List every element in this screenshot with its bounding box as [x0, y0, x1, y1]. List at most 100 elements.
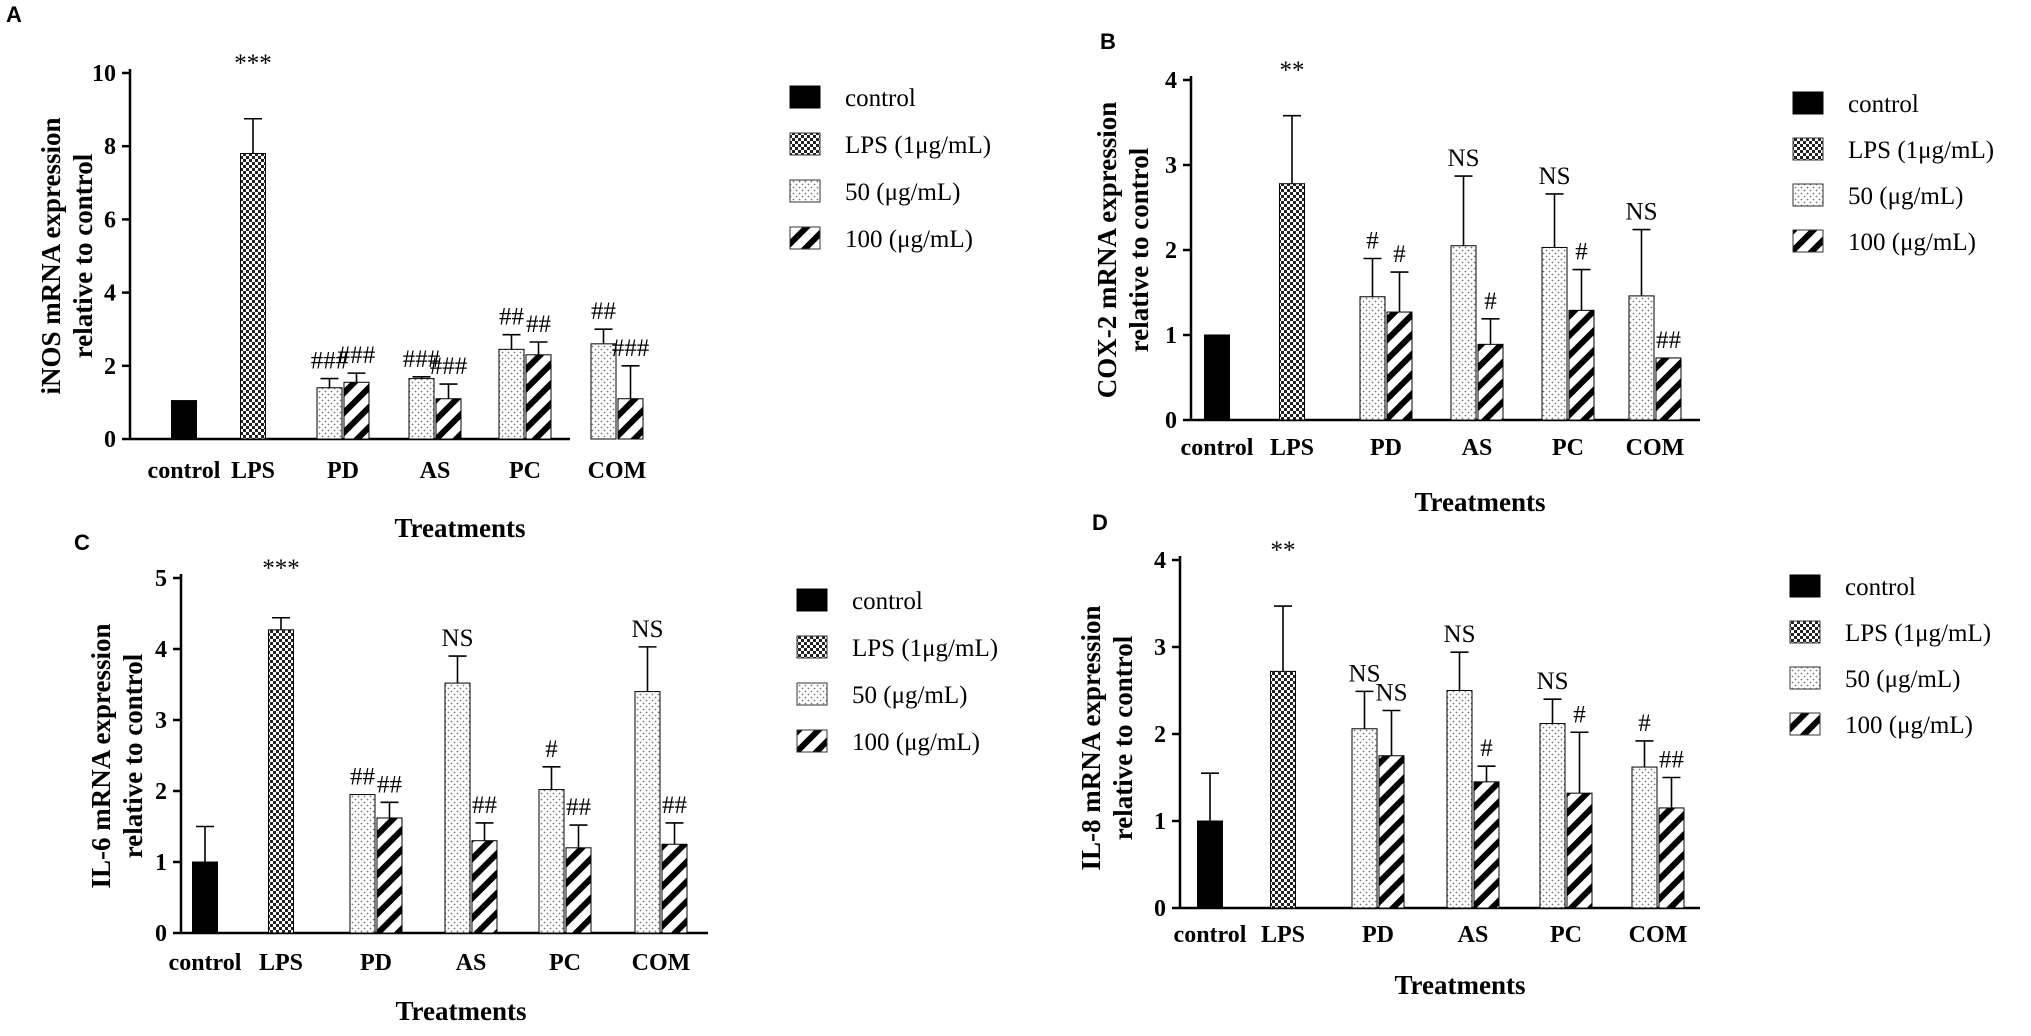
y-tick-label: 4 [155, 637, 167, 663]
category-label-pc: PC [509, 458, 541, 484]
significance-label: ## [662, 792, 688, 819]
legend-item-2: 50 (μg/mL) [796, 682, 967, 709]
bar-rect [1541, 246, 1568, 421]
bar-pc-50: # [538, 736, 565, 934]
y-axis-title-line2: relative to control [68, 153, 98, 358]
legend-item-0: control [1792, 91, 1919, 118]
bar-as-100: # [1473, 735, 1500, 909]
significance-label: ## [566, 794, 592, 821]
y-tick-label: 2 [1165, 238, 1177, 264]
y-tick-label: 0 [1154, 896, 1166, 922]
y-tick-label: 3 [155, 708, 167, 734]
legend-item-0: control [796, 588, 923, 615]
bar-control-control [171, 400, 197, 440]
category-label-pd: PD [360, 950, 392, 976]
significance-label: NS [1376, 680, 1408, 707]
bar-rect [538, 789, 565, 934]
bar-com-50: # [1631, 710, 1658, 909]
bar-pd-100: # [1386, 241, 1413, 421]
y-tick-label: 3 [1154, 635, 1166, 661]
bar-rect [1450, 245, 1477, 421]
bar-pd-100: ### [338, 342, 376, 440]
legend-swatch [796, 682, 828, 706]
bar-pc-100: ## [525, 311, 552, 440]
significance-label: ## [350, 764, 376, 791]
significance-label: # [1573, 701, 1586, 728]
category-label-lps: LPS [259, 950, 303, 976]
y-tick-label: 2 [155, 779, 167, 805]
bar-control-control [192, 825, 218, 934]
legend-label: 50 (μg/mL) [852, 682, 967, 709]
bar-com-50: NS [1626, 199, 1658, 421]
legend-item-1: LPS (1μg/mL) [1789, 620, 1991, 647]
bar-control-control [1204, 334, 1230, 421]
significance-label: ** [1280, 57, 1305, 84]
bar-com-50: NS [632, 616, 663, 934]
legend-item-1: LPS (1μg/mL) [1792, 137, 1994, 164]
significance-label: *** [262, 555, 300, 582]
bar-rect [617, 398, 644, 440]
y-tick-label: 2 [104, 354, 116, 380]
bar-rect [376, 817, 403, 934]
legend-swatch [1789, 666, 1821, 690]
significance-label: NS [1349, 660, 1381, 687]
y-tick-label: 6 [104, 207, 116, 233]
y-tick-label: 8 [104, 134, 116, 160]
bar-pd-50: NS [1349, 660, 1381, 909]
y-axis-title-line2: relative to control [118, 653, 148, 858]
bar-pd-50: ### [311, 348, 349, 440]
bar-as-50: ### [403, 346, 441, 440]
category-label-as: AS [420, 458, 451, 484]
x-axis-title: Treatments [396, 996, 527, 1026]
x-axis-title: Treatments [395, 513, 526, 543]
y-tick-label: 0 [1165, 408, 1177, 434]
y-axis-title-line1: IL-6 mRNA expression [86, 623, 116, 888]
y-tick-label: 4 [1154, 548, 1166, 574]
significance-label: ## [1656, 327, 1682, 354]
significance-label: *** [234, 50, 272, 77]
significance-label: ### [338, 342, 376, 369]
panel-C: C 0 1 2 3 4 5 IL-6 mRNA expression relative to c… [74, 530, 998, 1026]
bar-rect [171, 400, 197, 440]
y-tick-label: 1 [1154, 809, 1166, 835]
category-label-lps: LPS [1261, 922, 1305, 948]
legend-item-3: 100 (μg/mL) [796, 729, 980, 756]
bar-rect [1628, 295, 1655, 421]
panel-letter: B [1100, 29, 1116, 54]
category-label-as: AS [1462, 435, 1493, 461]
bar-rect [1386, 311, 1413, 421]
y-tick-label: 0 [104, 427, 116, 453]
bar-rect [349, 794, 376, 934]
significance-label: # [1575, 239, 1588, 266]
legend-item-2: 50 (μg/mL) [1789, 666, 1960, 693]
bar-rect [1197, 820, 1223, 909]
legend-swatch [796, 588, 828, 612]
bar-as-50: NS [1448, 145, 1479, 421]
bar-rect [268, 629, 294, 934]
bar-rect [1270, 670, 1296, 909]
significance-label: ### [430, 353, 468, 380]
category-label-lps: LPS [231, 458, 275, 484]
legend-swatch [1792, 91, 1824, 115]
significance-label: ## [499, 304, 525, 331]
category-label-control: control [1174, 922, 1247, 948]
bar-pc-50: NS [1539, 163, 1570, 421]
bar-rect [1631, 766, 1658, 909]
bar-rect [192, 861, 218, 934]
legend-swatch [789, 226, 821, 250]
bar-rect [1658, 807, 1685, 909]
panel-letter: D [1092, 510, 1108, 535]
x-axis-title: Treatments [1415, 487, 1546, 517]
bar-rect [1477, 343, 1504, 421]
legend-item-3: 100 (μg/mL) [1789, 712, 1973, 739]
category-label-com: COM [1626, 435, 1685, 461]
legend-swatch [1789, 620, 1821, 644]
bar-pc-100: # [1568, 239, 1595, 421]
y-tick-label: 4 [104, 281, 116, 307]
significance-label: NS [1626, 199, 1658, 226]
legend: control LPS (1μg/mL) 50 (μg/mL) 100 (μg/mL) [1792, 91, 1994, 256]
legend-label: 100 (μg/mL) [1845, 712, 1973, 739]
legend-label: control [1845, 574, 1916, 601]
legend-item-1: LPS (1μg/mL) [796, 635, 998, 662]
